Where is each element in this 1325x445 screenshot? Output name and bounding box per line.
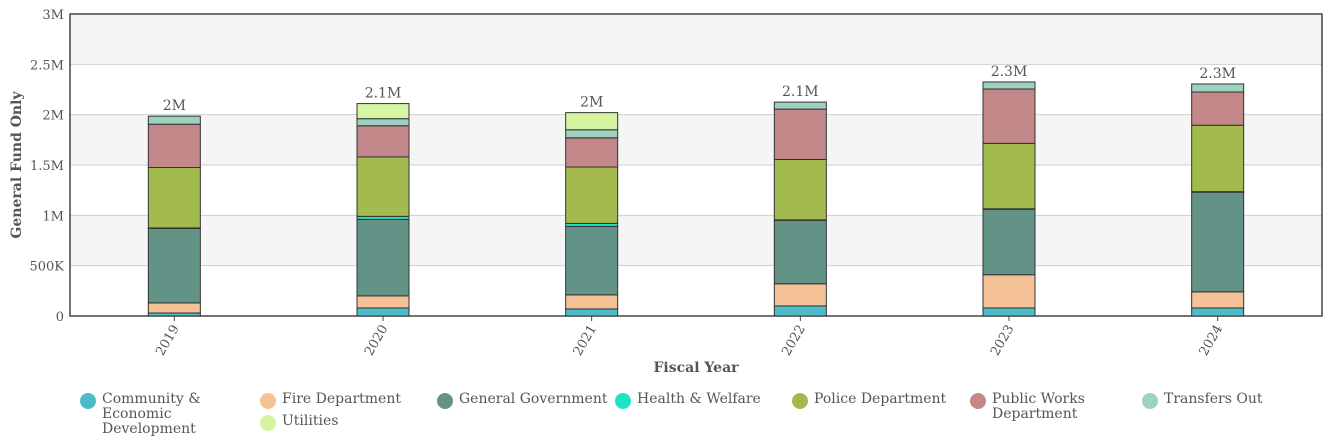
total-label: 2M — [580, 95, 603, 111]
bar-segment — [773, 305, 827, 317]
legend-item[interactable]: General Government — [437, 392, 607, 409]
bar-segment — [147, 302, 201, 314]
bar-segment — [565, 308, 619, 317]
y-axis-title: General Fund Only — [9, 91, 25, 239]
bar-segment — [1191, 83, 1245, 93]
legend-item[interactable]: Health & Welfare — [615, 392, 761, 409]
plot-band — [70, 265, 1322, 316]
legend-item[interactable]: Fire Department — [260, 392, 401, 409]
legend-label: Health & Welfare — [637, 391, 761, 407]
total-label: 2M — [163, 98, 186, 114]
bars — [147, 81, 1245, 317]
plot-bands — [70, 14, 1322, 316]
bar-segment — [565, 137, 619, 168]
bar-segment — [1191, 307, 1245, 317]
total-labels: 2M 2.1M 2M 2.1M 2.3M 2.3M — [163, 64, 1236, 114]
legend-item[interactable]: Transfers Out — [1142, 392, 1263, 409]
y-tick-label: 2.5M — [30, 58, 64, 73]
bar-segment — [982, 208, 1036, 276]
y-tick-label: 500K — [29, 260, 64, 275]
bar-segment — [1191, 124, 1245, 193]
x-tick-label: 2022 — [779, 323, 809, 359]
total-label: 2.3M — [991, 64, 1028, 80]
bar-segment — [773, 219, 827, 285]
bar-segment — [147, 115, 201, 125]
total-label: 2.1M — [365, 86, 402, 102]
x-tick-label: 2024 — [1197, 323, 1227, 359]
plot-band — [70, 14, 1322, 65]
legend-swatch — [260, 393, 276, 409]
total-label: 2.3M — [1199, 66, 1236, 82]
legend-label: General Government — [459, 391, 608, 407]
legend-swatch — [792, 393, 808, 409]
legend-label: Police Department — [814, 391, 947, 407]
bar-segment — [773, 283, 827, 307]
x-tick-label: 2023 — [988, 323, 1018, 359]
legend: Community & Economic Development Fire Dep… — [80, 392, 1320, 444]
legend-item[interactable]: Community & Economic Development — [80, 392, 201, 437]
legend-swatch — [437, 393, 453, 409]
bar-segment — [356, 307, 410, 317]
legend-label: Fire Department — [282, 391, 401, 407]
legend-item[interactable]: Police Department — [792, 392, 946, 409]
y-tick-label: 2M — [42, 109, 64, 124]
legend-swatch — [615, 393, 631, 409]
bar-segment — [356, 295, 410, 309]
legend-label: Transfers Out — [1164, 391, 1263, 407]
bar-segment — [147, 123, 201, 169]
bar-segment — [1191, 191, 1245, 293]
plot-frame — [69, 13, 1323, 317]
x-tick-label: 2021 — [571, 323, 601, 359]
bar-segment — [1191, 291, 1245, 309]
y-tick-label: 0 — [56, 310, 64, 325]
bar-segment — [356, 218, 410, 297]
bar-segment — [1191, 91, 1245, 126]
bar-segment — [565, 225, 619, 296]
plot-band — [70, 64, 1322, 115]
bar-segment — [356, 118, 410, 127]
x-axis-title: Fiscal Year — [653, 360, 739, 376]
legend-label: Utilities — [282, 413, 339, 429]
bar-segment — [565, 129, 619, 139]
legend-swatch — [260, 415, 276, 431]
bar-segment — [147, 227, 201, 304]
plot-band — [70, 114, 1322, 165]
bar-segment — [773, 108, 827, 160]
bar-segment — [773, 158, 827, 221]
y-tick-label: 1.5M — [30, 159, 64, 174]
legend-item[interactable]: Public Works Department — [970, 392, 1085, 422]
bar-segment — [982, 142, 1036, 210]
stacked-bar-chart: 0 500K 1M 1.5M 2M 2.5M 3M 2019 2020 2021 2022 2023… — [9, 8, 1323, 376]
bar-segment — [982, 81, 1036, 90]
bar-segment — [982, 274, 1036, 309]
legend-label: Community & Economic Development — [102, 391, 201, 437]
bar-segment — [565, 166, 619, 224]
x-tick-label: 2019 — [153, 323, 183, 359]
x-tick-label: 2020 — [362, 323, 392, 359]
bar-segment — [356, 125, 410, 158]
plot-band — [70, 165, 1322, 216]
y-tick-label: 3M — [42, 8, 64, 23]
bar-segment — [982, 307, 1036, 317]
legend-swatch — [80, 393, 96, 409]
x-axis: 2019 2020 2021 2022 2023 2024 — [153, 316, 1226, 359]
legend-swatch — [970, 393, 986, 409]
y-axis: 0 500K 1M 1.5M 2M 2.5M 3M — [29, 8, 64, 325]
plot-band — [70, 215, 1322, 266]
legend-label: Public Works Department — [992, 391, 1085, 422]
total-label: 2.1M — [782, 84, 819, 100]
legend-item[interactable]: Utilities — [260, 414, 338, 431]
legend-swatch — [1142, 393, 1158, 409]
bar-segment — [356, 103, 410, 120]
bar-segment — [147, 167, 201, 229]
bar-segment — [773, 101, 827, 110]
bar-segment — [982, 88, 1036, 144]
bar-segment — [565, 294, 619, 310]
y-tick-label: 1M — [42, 209, 64, 224]
bar-segment — [565, 112, 619, 131]
bar-segment — [356, 156, 410, 217]
